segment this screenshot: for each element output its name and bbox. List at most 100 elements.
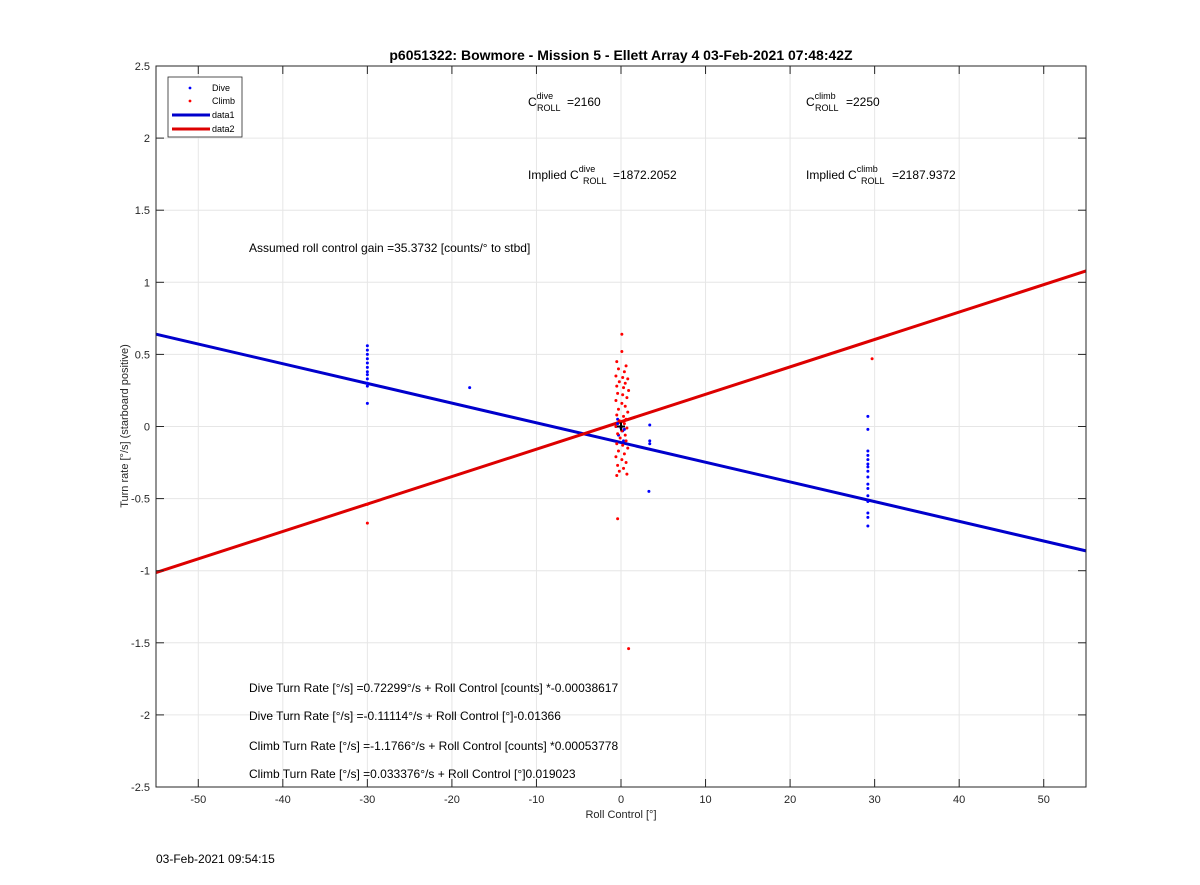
- point-dive: [866, 494, 870, 498]
- point-climb: [614, 425, 618, 428]
- legend-box: [167, 76, 243, 138]
- point-climb: [365, 502, 369, 506]
- x-tick-label: -50: [190, 794, 206, 806]
- y-tick-label: 2.5: [135, 61, 150, 73]
- dive-equation-degrees: Dive Turn Rate [°/s] =-0.11114°/s + Roll…: [249, 709, 561, 723]
- c-roll-dive-annotation: Cdive ROLL =2160: [528, 91, 601, 113]
- point-climb: [620, 332, 624, 336]
- point-dive: [866, 462, 870, 466]
- x-tick-label: -30: [359, 794, 375, 806]
- y-tick-label: 2: [144, 133, 150, 145]
- climb-equation-counts: Climb Turn Rate [°/s] =-1.1766°/s + Roll…: [249, 739, 618, 753]
- point-dive: [866, 449, 870, 453]
- point-dive: [365, 344, 369, 348]
- point-climb: [625, 396, 629, 400]
- implied-dive-annotation: Implied Cdive ROLL =1872.2052: [528, 164, 677, 186]
- x-tick-label: 10: [699, 794, 711, 806]
- point-climb: [617, 419, 621, 423]
- point-dive: [365, 377, 369, 381]
- y-tick-label: 0: [144, 422, 150, 434]
- point-climb: [616, 463, 620, 467]
- y-tick-label: -1: [140, 566, 150, 578]
- y-tick-label: -2: [140, 710, 150, 722]
- point-climb: [615, 413, 619, 417]
- point-climb: [615, 474, 619, 478]
- x-axis-label: Roll Control [°]: [585, 809, 656, 821]
- point-dive: [648, 423, 652, 427]
- implied-climb-annotation: Implied Cclimb ROLL =2187.9372: [806, 164, 956, 186]
- point-climb: [622, 370, 626, 374]
- point-dive: [365, 384, 369, 388]
- point-dive: [616, 422, 620, 426]
- point-climb: [620, 350, 624, 354]
- point-dive: [647, 489, 651, 493]
- point-climb: [622, 466, 626, 470]
- point-climb: [614, 399, 618, 403]
- point-dive: [365, 365, 369, 369]
- point-climb: [621, 393, 625, 397]
- point-dive: [866, 469, 870, 473]
- point-dive: [648, 442, 652, 446]
- point-dive: [365, 357, 369, 361]
- x-tick-label: -40: [275, 794, 291, 806]
- legend: Dive Climb data1 data2: [167, 76, 243, 138]
- point-climb: [617, 380, 621, 384]
- point-climb: [616, 407, 620, 411]
- point-climb: [627, 647, 631, 651]
- roll-gain-annotation: Assumed roll control gain =35.3732 [coun…: [249, 241, 530, 255]
- point-climb: [616, 517, 620, 521]
- y-tick-label: -2.5: [131, 782, 150, 794]
- point-climb: [626, 377, 630, 381]
- point-dive: [866, 414, 870, 418]
- point-dive: [866, 524, 870, 528]
- point-dive: [468, 386, 472, 390]
- point-climb: [614, 455, 618, 459]
- x-tick-label: 40: [953, 794, 965, 806]
- climb-equation-degrees: Climb Turn Rate [°/s] =0.033376°/s + Rol…: [249, 767, 576, 781]
- point-dive: [866, 487, 870, 491]
- point-dive: [866, 515, 870, 519]
- point-climb: [623, 404, 627, 408]
- point-climb: [626, 446, 630, 450]
- point-climb: [624, 364, 628, 368]
- point-climb: [623, 433, 627, 437]
- point-climb: [624, 461, 628, 465]
- point-climb: [616, 432, 620, 436]
- point-climb: [620, 458, 624, 462]
- point-climb: [620, 401, 624, 405]
- legend-climb-marker: [188, 99, 192, 103]
- point-climb: [615, 360, 619, 364]
- point-dive: [365, 401, 369, 405]
- legend-dive-marker: [188, 86, 192, 90]
- y-tick-label: 1.5: [135, 205, 150, 217]
- point-dive: [365, 361, 369, 365]
- point-dive: [365, 373, 369, 377]
- point-climb: [627, 388, 631, 392]
- point-climb: [625, 472, 629, 476]
- x-tick-label: 0: [618, 794, 624, 806]
- point-dive: [866, 458, 870, 462]
- fit-lines: [155, 269, 1087, 575]
- point-climb: [622, 452, 626, 456]
- legend-data1-label: data1: [212, 110, 235, 120]
- y-tick-label: 0.5: [135, 349, 150, 361]
- y-tick-label: -0.5: [131, 494, 150, 506]
- point-dive: [866, 453, 870, 457]
- point-climb: [870, 357, 874, 361]
- point-climb: [622, 414, 626, 418]
- fit-line-data2: [155, 269, 1087, 575]
- point-climb: [365, 521, 369, 525]
- point-climb: [616, 391, 620, 395]
- point-dive: [365, 348, 369, 352]
- point-climb: [624, 417, 628, 421]
- point-climb: [622, 386, 626, 390]
- point-climb: [618, 436, 622, 440]
- dive-equation-counts: Dive Turn Rate [°/s] =0.72299°/s + Roll …: [249, 681, 618, 695]
- point-dive: [622, 427, 626, 431]
- point-climb: [625, 426, 629, 430]
- legend-climb-label: Climb: [212, 96, 235, 106]
- point-dive: [365, 381, 369, 385]
- chart-title: p6051322: Bowmore - Mission 5 - Ellett A…: [389, 47, 853, 63]
- point-dive: [866, 475, 870, 479]
